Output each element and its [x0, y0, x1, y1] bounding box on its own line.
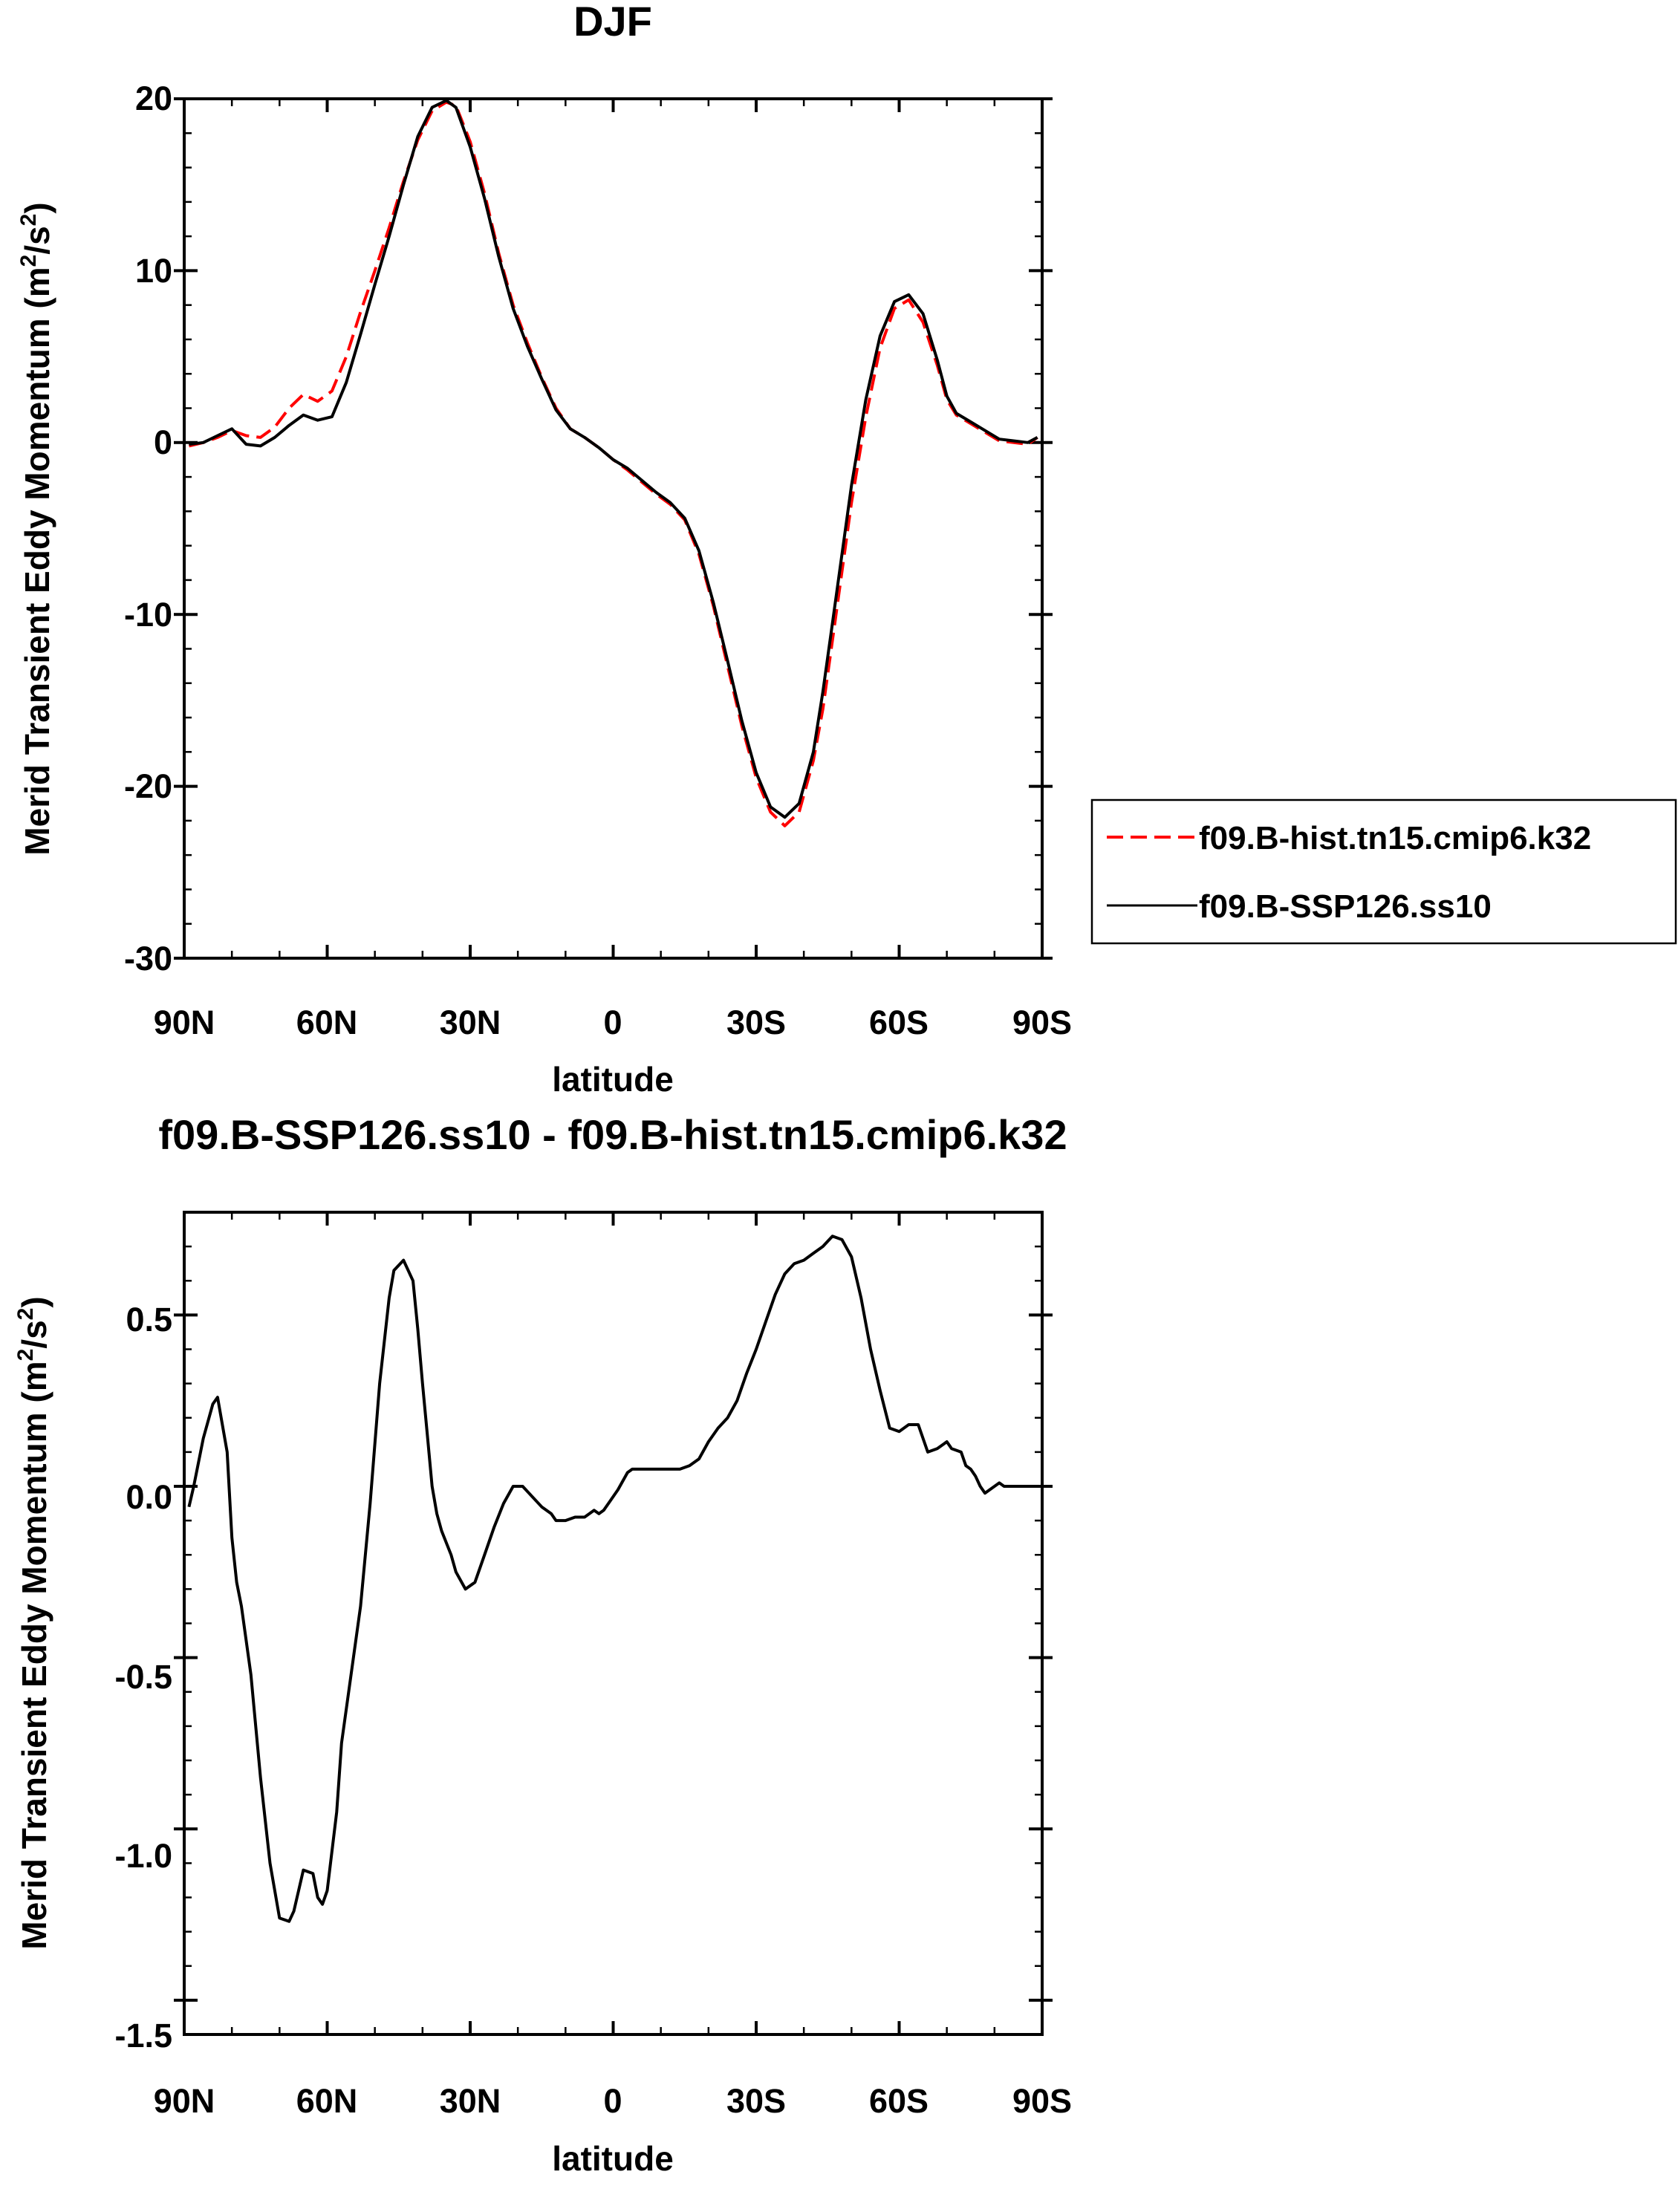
bottom-x-tick-labels: 90N 60N 30N 0 30S 60S 90S — [154, 2082, 1072, 2120]
bottom-y-axis-title-main: Merid Transient Eddy Momentum (m — [15, 1361, 53, 1949]
bottom-y-tick-label: -1.5 — [114, 2017, 172, 2055]
top-series-hist-line — [188, 100, 1038, 827]
top-x-tick-label: 30S — [726, 1003, 786, 1041]
bottom-x-tick-label: 30S — [726, 2082, 786, 2120]
legend-box — [1090, 798, 1677, 945]
top-y-tick-label: -10 — [124, 596, 172, 634]
top-y-tick-label: 20 — [135, 79, 172, 117]
bottom-title: f09.B-SSP126.ss10 - f09.B-hist.tn15.cmip… — [158, 1111, 1067, 1158]
bottom-y-tick-label: -1.0 — [114, 1837, 172, 1875]
bottom-y-tick-labels: 0.5 0.0 -0.5 -1.0 -1.5 — [114, 1301, 172, 2055]
top-x-tick-label: 60S — [869, 1003, 929, 1041]
bottom-x-tick-label: 90N — [154, 2082, 215, 2120]
bottom-y-axis-title-sup: 2 — [13, 1349, 38, 1362]
bottom-series-group — [187, 1235, 1038, 1923]
top-y-axis-title: Merid Transient Eddy Momentum (m2/s2) — [16, 202, 56, 855]
bottom-x-tick-label: 60S — [869, 2082, 929, 2120]
top-x-tick-label: 30N — [440, 1003, 501, 1041]
bottom-y-tick-label: -0.5 — [114, 1658, 172, 1696]
legend-ssp-label: f09.B-SSP126.ss10 — [1199, 888, 1492, 925]
top-title: DJF — [573, 0, 652, 45]
top-y-axis-title-mid: /s — [18, 226, 56, 254]
bottom-y-axis-title-mid: /s — [15, 1320, 53, 1348]
top-plot-frame — [183, 97, 1044, 960]
bottom-y-tick-label: 0.5 — [126, 1301, 172, 1338]
bottom-plot-frame — [183, 1211, 1044, 2036]
top-y-tick-label: 10 — [135, 252, 172, 290]
top-axis-ticks — [174, 97, 1053, 960]
bottom-x-tick-label: 60N — [296, 2082, 358, 2120]
top-y-tick-label: -30 — [124, 940, 172, 977]
bottom-x-tick-label: 30N — [440, 2082, 501, 2120]
top-x-tick-label: 90S — [1012, 1003, 1072, 1041]
top-y-tick-label: -20 — [124, 767, 172, 805]
top-y-tick-labels: 20 10 0 -10 -20 -30 — [124, 79, 172, 977]
bottom-x-axis-title: latitude — [552, 2139, 674, 2178]
top-y-tick-label: 0 — [154, 423, 172, 461]
legend-hist-label: f09.B-hist.tn15.cmip6.k32 — [1199, 820, 1591, 856]
top-panel: DJF 20 10 0 -10 -20 -30 90N 60N 30N 0 30… — [16, 0, 1677, 1099]
bottom-y-tick-label: 0.0 — [126, 1478, 172, 1516]
bottom-panel: f09.B-SSP126.ss10 - f09.B-hist.tn15.cmip… — [13, 1111, 1072, 2178]
bottom-x-tick-label: 0 — [603, 2082, 622, 2120]
top-series-group — [188, 99, 1038, 827]
bottom-x-tick-label: 90S — [1012, 2082, 1072, 2120]
top-x-tick-label: 0 — [603, 1003, 622, 1041]
top-series-ssp-line — [189, 99, 1038, 819]
bottom-axis-ticks — [174, 1211, 1053, 2036]
top-legend: f09.B-hist.tn15.cmip6.k32 f09.B-SSP126.s… — [1090, 798, 1677, 945]
bottom-y-axis-title-end: ) — [15, 1296, 53, 1307]
bottom-y-axis-title-sup: 2 — [13, 1308, 38, 1321]
bottom-y-axis-title: Merid Transient Eddy Momentum (m2/s2) — [13, 1296, 53, 1949]
top-y-axis-title-sup: 2 — [16, 255, 41, 267]
top-y-axis-title-main: Merid Transient Eddy Momentum (m — [18, 267, 56, 855]
top-x-tick-label: 60N — [296, 1003, 358, 1041]
top-x-axis-title: latitude — [552, 1060, 674, 1099]
top-x-tick-labels: 90N 60N 30N 0 30S 60S 90S — [154, 1003, 1072, 1041]
bottom-series-diff-line — [187, 1235, 1038, 1923]
top-y-axis-title-end: ) — [18, 202, 56, 213]
top-x-tick-label: 90N — [154, 1003, 215, 1041]
top-y-axis-title-sup: 2 — [16, 214, 41, 227]
